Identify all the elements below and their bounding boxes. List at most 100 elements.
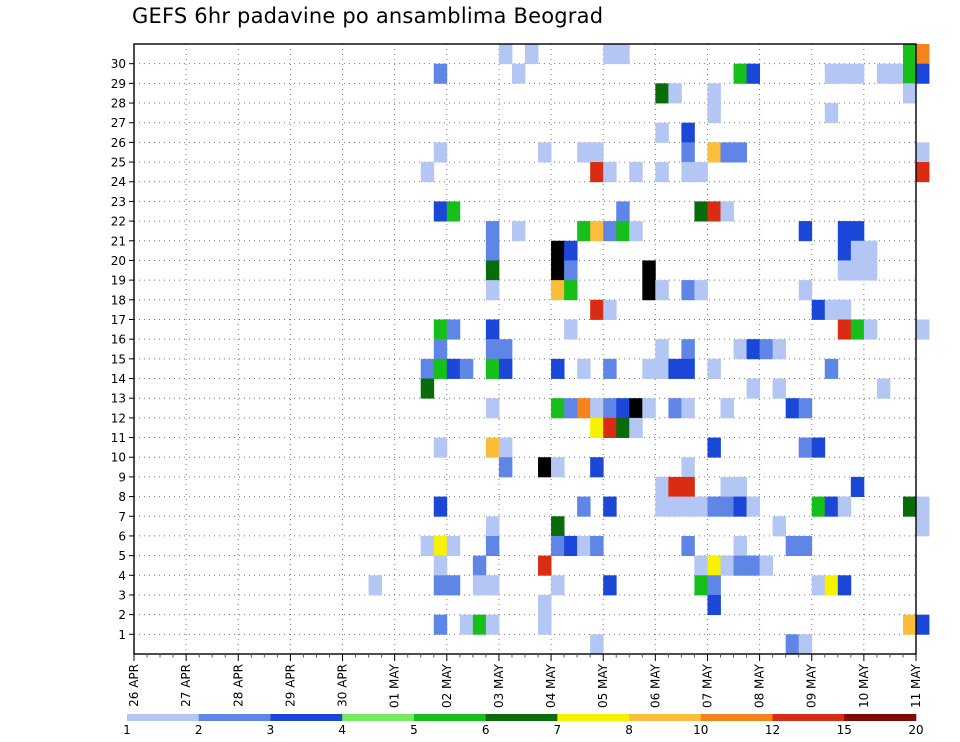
heatmap-cell (629, 417, 643, 438)
heatmap-cell (694, 162, 708, 183)
heatmap-cell (485, 614, 500, 635)
heatmap-cell (733, 142, 747, 163)
y-tick-label: 21 (111, 234, 126, 248)
heatmap-cell (733, 339, 747, 360)
x-tick-label: 27 APR (179, 664, 193, 707)
x-tick-label: 07 MAY (700, 663, 714, 708)
heatmap-cell (759, 555, 774, 576)
heatmap-cell (694, 555, 708, 576)
heatmap-cell (655, 339, 669, 360)
heatmap-cell (746, 496, 760, 517)
heatmap-cell (902, 63, 917, 84)
heatmap-cell (681, 162, 695, 183)
heatmap-cell (538, 594, 552, 616)
heatmap-cell (564, 280, 578, 301)
heatmap-cell (590, 535, 604, 557)
heatmap-cell (590, 142, 604, 163)
y-tick-label: 8 (118, 490, 126, 504)
y-tick-label: 15 (111, 352, 126, 366)
heatmap-cell (590, 457, 604, 478)
heatmap-cell (824, 575, 839, 596)
heatmap-cell (616, 201, 630, 222)
heatmap-cell (577, 358, 591, 379)
heatmap-cell (850, 240, 865, 261)
colorbar-label: 3 (267, 723, 275, 737)
colorbar-swatch (342, 714, 415, 721)
heatmap-cell (433, 142, 448, 163)
heatmap-cell (433, 437, 448, 458)
heatmap-cell (863, 319, 878, 340)
heatmap-cell (824, 358, 839, 379)
heatmap-cell (498, 457, 513, 478)
heatmap-cell (485, 358, 500, 379)
heatmap-cell (668, 83, 682, 104)
heatmap-cell (681, 535, 695, 557)
heatmap-cell (603, 575, 617, 596)
heatmap-cell (837, 319, 852, 340)
heatmap-cell (668, 358, 682, 379)
heatmap-cell (511, 63, 526, 84)
y-tick-label: 25 (111, 156, 126, 170)
heatmap-cell (433, 496, 448, 517)
heatmap-cell (850, 260, 865, 281)
chart-title: GEFS 6hr padavine po ansamblima Beograd (132, 4, 604, 28)
heatmap-cell (837, 496, 852, 517)
heatmap-cell (564, 260, 578, 281)
colorbar-swatch (772, 714, 845, 721)
heatmap-cell (720, 496, 734, 517)
heatmap-cell (603, 44, 617, 65)
heatmap-cell (863, 240, 878, 261)
heatmap-cell (681, 496, 695, 517)
colorbar-label: 2 (195, 723, 203, 737)
grid-lines (134, 44, 916, 654)
heatmap-cell (485, 280, 500, 301)
heatmap-cell (577, 496, 591, 517)
heatmap-cell (733, 555, 747, 576)
heatmap-cell (916, 44, 930, 65)
heatmap-cell (472, 555, 487, 576)
heatmap-cell (720, 142, 734, 163)
heatmap-cell (811, 496, 826, 517)
heatmap-cell (485, 339, 500, 360)
x-tick-label: 08 MAY (753, 663, 767, 708)
heatmap-cell (590, 221, 604, 242)
heatmap-cell (720, 476, 734, 497)
heatmap-cell (433, 201, 448, 222)
heatmap-cell (433, 339, 448, 360)
heatmap-cell (902, 496, 917, 517)
heatmap-cell (837, 221, 852, 242)
heatmap-cell (525, 44, 539, 65)
heatmap-cell (681, 122, 695, 143)
x-tick-label: 03 MAY (492, 663, 506, 708)
heatmap-cell (551, 280, 565, 301)
y-tick-label: 12 (111, 411, 126, 425)
heatmap-cell (707, 594, 721, 616)
heatmap-cell (824, 63, 839, 84)
heatmap-cell (446, 535, 461, 557)
heatmap-cell (603, 496, 617, 517)
y-tick-label: 20 (111, 254, 126, 268)
heatmap-cell (564, 240, 578, 261)
heatmap-cell (916, 319, 930, 340)
heatmap-cell (433, 614, 448, 635)
heatmap-cell (746, 378, 760, 399)
heatmap-cells (368, 44, 930, 655)
heatmap-cell (564, 535, 578, 557)
heatmap-cell (863, 260, 878, 281)
heatmap-cell (629, 398, 643, 419)
colorbar-label: 5 (410, 723, 418, 737)
heatmap-cell (433, 319, 448, 340)
heatmap-cell (485, 319, 500, 340)
heatmap-cell (642, 280, 656, 301)
heatmap-cell (785, 398, 800, 419)
heatmap-cell (681, 358, 695, 379)
heatmap-cell (446, 201, 461, 222)
heatmap-cell (811, 437, 826, 458)
heatmap-cell (837, 299, 852, 320)
x-tick-label: 29 APR (283, 664, 297, 707)
heatmap-cell (551, 260, 565, 281)
heatmap-cell (798, 634, 813, 655)
heatmap-cell (433, 575, 448, 596)
heatmap-cell (772, 339, 787, 360)
heatmap-cell (485, 221, 500, 242)
